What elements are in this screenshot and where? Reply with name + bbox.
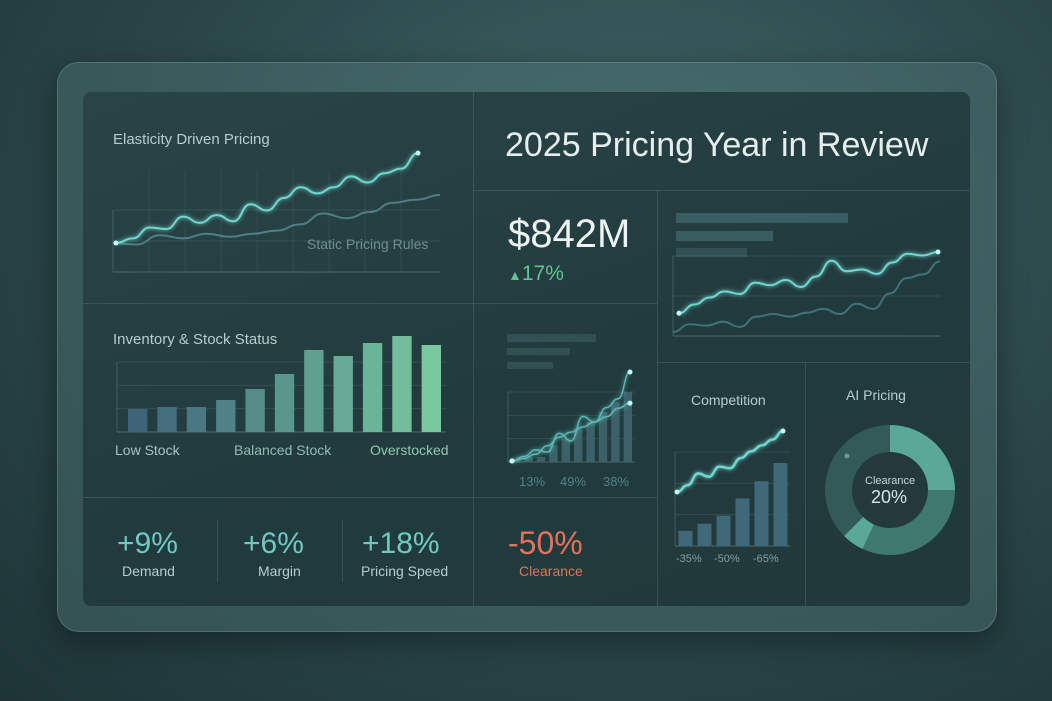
donut-segment <box>825 425 890 536</box>
donut-segment <box>844 516 874 549</box>
competition-label-1: -50% <box>714 553 740 565</box>
divider <box>83 497 657 498</box>
trend-primary-line-start-point <box>676 310 682 316</box>
inventory-bar <box>157 407 177 432</box>
mini-line-a <box>511 371 631 462</box>
competition-bar <box>697 523 712 546</box>
competition-bar <box>773 463 788 546</box>
mini-bar <box>586 422 595 462</box>
donut-marker <box>844 453 850 459</box>
mini-bar <box>561 438 570 462</box>
mini-line-a-start-point <box>509 458 515 464</box>
donut-center-label: Clearance <box>865 475 916 487</box>
kpi-demand-label: Demand <box>122 563 175 579</box>
mini-label-1: 49% <box>560 474 587 489</box>
placeholder-bar <box>507 362 553 369</box>
inventory-bar <box>304 350 324 432</box>
competition-label-0: -35% <box>676 553 702 565</box>
kpi-speed-value: +18% <box>362 527 440 560</box>
static-pricing-line <box>112 193 441 246</box>
elasticity-title: Elasticity Driven Pricing <box>113 131 270 148</box>
trend-secondary-line <box>672 260 941 333</box>
mini-bar <box>574 428 583 462</box>
inventory-bar <box>421 345 441 432</box>
static-series-label: Static Pricing Rules <box>307 236 429 252</box>
inventory-bar <box>362 343 383 432</box>
inventory-label-low: Low Stock <box>115 442 180 458</box>
competition-title: Competition <box>691 392 766 408</box>
competition-bar <box>678 530 693 546</box>
ai-pricing-title: AI Pricing <box>846 387 906 403</box>
competition-label-2: -65% <box>753 553 779 565</box>
dynamic-pricing-line-end-point <box>415 150 421 156</box>
placeholder-bar <box>676 248 747 257</box>
revenue-change: ▲17% <box>508 262 564 285</box>
inventory-bar <box>128 409 148 432</box>
kpi-demand-value: +9% <box>117 527 178 560</box>
mini-bar <box>623 392 632 462</box>
mini-label-0: 13% <box>519 474 546 489</box>
divider <box>217 520 218 582</box>
revenue-value: $842M <box>508 212 631 256</box>
clearance-value: -50% <box>508 525 583 561</box>
inventory-bar <box>274 374 295 432</box>
competition-bar <box>716 515 731 546</box>
trend-primary-line <box>678 251 939 315</box>
donut-center-value: 20% <box>871 487 908 507</box>
kpi-margin-value: +6% <box>243 527 304 560</box>
competition-bar <box>754 481 769 546</box>
kpi-margin-label: Margin <box>258 563 301 579</box>
arrow-up-icon: ▲ <box>508 267 522 283</box>
placeholder-bar <box>676 231 773 241</box>
mini-bar <box>549 445 558 462</box>
placeholder-bar <box>507 348 570 355</box>
divider <box>473 190 970 191</box>
inventory-bar <box>333 356 353 432</box>
donut-hole <box>853 453 927 527</box>
competition-bar <box>735 498 750 546</box>
competition-line-start-point <box>674 489 680 495</box>
divider <box>473 303 657 304</box>
competition-line-end-point <box>780 428 786 434</box>
competition-line <box>676 429 784 494</box>
mini-bar <box>536 457 546 462</box>
divider <box>805 362 806 606</box>
mini-line-a-end-point <box>627 369 633 375</box>
donut-segment <box>862 490 956 556</box>
placeholder-bar <box>507 334 596 342</box>
donut-segment <box>890 425 955 490</box>
trend-primary-line-end-point <box>935 249 941 255</box>
dynamic-pricing-line <box>115 152 419 244</box>
dynamic-pricing-line-start-point <box>113 240 119 246</box>
page-title: 2025 Pricing Year in Review <box>505 126 929 164</box>
inventory-label-balanced: Balanced Stock <box>234 442 332 458</box>
inventory-label-over: Overstocked <box>370 442 449 458</box>
inventory-bar <box>216 400 236 432</box>
mini-bar <box>524 457 533 462</box>
inventory-bar <box>392 336 412 432</box>
divider <box>657 190 658 606</box>
placeholder-bar <box>676 213 848 223</box>
divider <box>342 520 343 582</box>
inventory-bar <box>186 407 207 432</box>
inventory-title: Inventory & Stock Status <box>113 331 278 348</box>
divider <box>83 303 473 304</box>
mini-label-2: 38% <box>603 474 630 489</box>
mini-bar <box>598 412 608 462</box>
mini-bar <box>611 402 620 462</box>
mini-line-b-end-point <box>627 400 633 406</box>
divider <box>657 362 970 363</box>
inventory-bar <box>245 389 265 432</box>
kpi-speed-label: Pricing Speed <box>361 563 449 579</box>
clearance-label: Clearance <box>519 563 583 579</box>
mini-line-b <box>511 402 631 462</box>
divider <box>473 92 474 606</box>
